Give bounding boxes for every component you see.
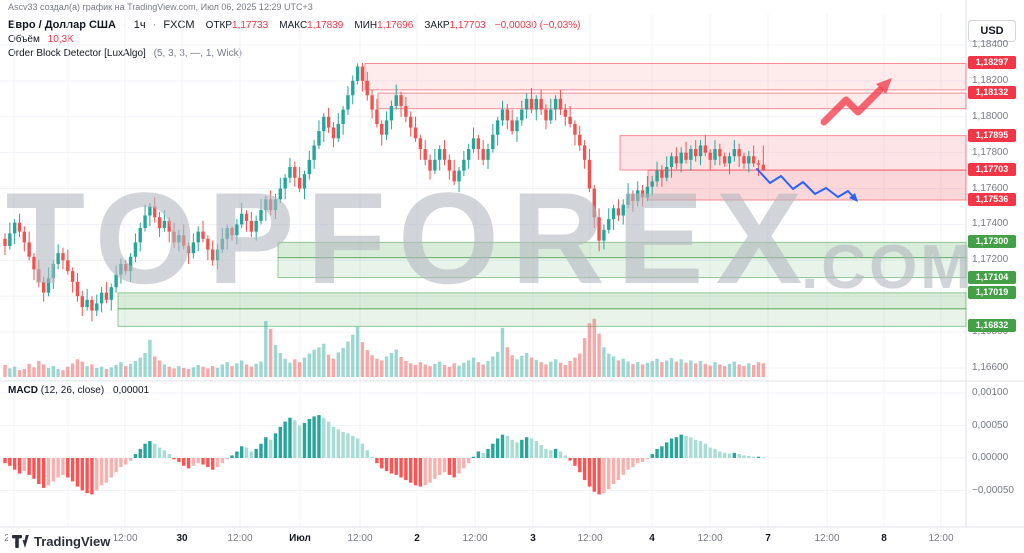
change-value: −0,00030 (−0,03%) xyxy=(494,20,581,31)
macd-params: (12, 26, close) xyxy=(40,385,105,396)
separator-dot: · xyxy=(152,19,157,31)
indicator-row[interactable]: Order Block Detector [LuxAlgo] (5, 3, 3,… xyxy=(8,47,580,60)
volume-row[interactable]: Объём 10,3K xyxy=(8,33,580,46)
tradingview-logo[interactable]: TradingView xyxy=(8,534,115,549)
low-label: МИН xyxy=(354,20,378,31)
open-value: 1,17733 xyxy=(232,20,269,31)
tradingview-logo-icon xyxy=(12,534,29,548)
svg-text:TOPFOREX: TOPFOREX xyxy=(6,165,815,311)
open-label: ОТКР xyxy=(205,20,233,31)
indicator-name: Order Block Detector [LuxAlgo] xyxy=(8,48,146,59)
high-label: МАКС xyxy=(279,20,308,31)
currency-button[interactable]: USD xyxy=(968,20,1016,42)
tradingview-logo-text: TradingView xyxy=(34,534,111,549)
volume-value: 10,3K xyxy=(47,34,74,45)
macd-value: 0,00001 xyxy=(112,385,150,396)
publication-title: Ascv33 создал(а) график на TradingView.c… xyxy=(8,2,313,12)
watermark: TOPFOREX.COM xyxy=(6,165,975,311)
symbol-title: Евро / Доллар США xyxy=(8,19,116,31)
svg-text:.COM: .COM xyxy=(801,233,975,302)
order-block-zones-layer xyxy=(117,62,967,327)
close-label: ЗАКР xyxy=(424,20,450,31)
high-value: 1,17839 xyxy=(307,20,344,31)
indicator-params: (5, 3, 3, —, 1, Wick) xyxy=(153,48,242,59)
interval-label: 1ч xyxy=(133,19,146,31)
chart-legend: Евро / Доллар США · 1ч · FXCM ОТКР1,1773… xyxy=(8,19,580,60)
close-value: 1,17703 xyxy=(449,20,486,31)
volume-layer xyxy=(3,318,766,377)
low-value: 1,17696 xyxy=(377,20,414,31)
candles-layer xyxy=(3,62,766,322)
macd-label: MACD xyxy=(8,385,38,396)
macd-layer xyxy=(3,415,766,495)
exchange-label: FXCM xyxy=(163,19,195,31)
macd-indicator-row[interactable]: MACD (12, 26, close) 0,00001 xyxy=(8,385,149,396)
brand-arrow-icon xyxy=(820,78,892,126)
price-projection-arrow xyxy=(756,168,858,202)
volume-label: Объём xyxy=(8,34,40,45)
symbol-row[interactable]: Евро / Доллар США · 1ч · FXCM ОТКР1,1773… xyxy=(8,19,580,32)
